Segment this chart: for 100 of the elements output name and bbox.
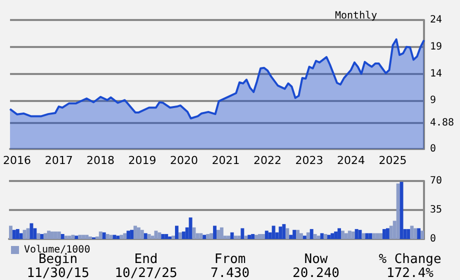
bar bbox=[120, 234, 124, 239]
bar bbox=[178, 232, 182, 239]
bar bbox=[264, 230, 268, 239]
bar bbox=[175, 226, 178, 239]
bar bbox=[188, 217, 192, 239]
text: End bbox=[134, 252, 158, 267]
bar bbox=[351, 232, 355, 239]
bar bbox=[210, 233, 214, 239]
text: 10/27/25 bbox=[114, 266, 178, 280]
bar bbox=[220, 227, 224, 239]
bar bbox=[300, 233, 303, 239]
x-tick-label: 2024 bbox=[336, 154, 365, 167]
bar bbox=[365, 233, 369, 239]
bar bbox=[206, 234, 210, 239]
bar bbox=[182, 232, 186, 239]
bar bbox=[19, 233, 23, 239]
text: Begin bbox=[38, 252, 78, 267]
bar bbox=[410, 226, 414, 239]
y-tick-label: 35 bbox=[430, 204, 442, 216]
text: 20.240 bbox=[292, 266, 340, 280]
y-tick-label: 0 bbox=[430, 234, 436, 244]
bar bbox=[244, 236, 248, 239]
bar bbox=[292, 230, 296, 239]
text: 172.4% bbox=[386, 266, 434, 280]
bar bbox=[334, 232, 338, 239]
bar bbox=[109, 234, 113, 239]
y-tick-label: 19 bbox=[430, 41, 442, 52]
bar bbox=[327, 234, 331, 239]
x-tick-label: 2023 bbox=[295, 154, 324, 167]
bar bbox=[286, 228, 290, 239]
bar bbox=[251, 234, 255, 239]
bar bbox=[134, 226, 137, 239]
bar bbox=[102, 232, 106, 239]
bar bbox=[414, 228, 418, 239]
bar bbox=[330, 233, 334, 239]
bar bbox=[226, 236, 230, 239]
bar bbox=[344, 233, 348, 239]
bar bbox=[386, 228, 390, 239]
bar bbox=[296, 230, 300, 239]
x-tick-label: 2017 bbox=[44, 154, 73, 167]
bar bbox=[199, 233, 203, 239]
bar bbox=[382, 229, 386, 239]
x-tick-label: 2021 bbox=[212, 154, 240, 167]
bar bbox=[396, 183, 400, 239]
bar bbox=[272, 226, 276, 239]
bar bbox=[282, 224, 286, 239]
bar bbox=[320, 233, 324, 239]
bar bbox=[417, 228, 421, 239]
bar bbox=[116, 236, 120, 239]
bar bbox=[362, 233, 366, 239]
text: 7.430 bbox=[210, 266, 250, 280]
x-tick-label: 2016 bbox=[2, 154, 31, 167]
bar bbox=[9, 226, 12, 239]
bar bbox=[44, 233, 48, 239]
bar bbox=[368, 233, 372, 239]
bar bbox=[379, 233, 382, 239]
bar bbox=[420, 230, 424, 239]
bar bbox=[306, 232, 310, 239]
bar bbox=[316, 236, 320, 239]
bar bbox=[22, 230, 26, 239]
bar bbox=[57, 232, 61, 239]
bar bbox=[358, 230, 362, 239]
bar bbox=[158, 232, 162, 239]
bar bbox=[338, 228, 341, 239]
bar bbox=[78, 234, 82, 239]
bar bbox=[354, 229, 358, 239]
bar bbox=[36, 233, 40, 239]
bar bbox=[68, 236, 72, 239]
bar bbox=[261, 234, 265, 239]
bar bbox=[74, 236, 78, 239]
bar bbox=[161, 234, 165, 239]
bar bbox=[98, 232, 102, 239]
bar bbox=[372, 233, 376, 239]
bar bbox=[310, 229, 314, 239]
x-tick-label: 2020 bbox=[170, 154, 198, 167]
bar bbox=[192, 227, 196, 239]
y-tick-label: 9 bbox=[430, 95, 436, 106]
bar bbox=[313, 234, 317, 239]
bar bbox=[130, 230, 134, 239]
bar bbox=[234, 236, 238, 239]
x-tick-label: 2022 bbox=[254, 154, 282, 167]
bar bbox=[140, 230, 144, 239]
bar bbox=[147, 234, 151, 239]
bar bbox=[123, 233, 127, 239]
text: From bbox=[214, 252, 246, 267]
bar bbox=[64, 236, 68, 239]
x-tick-label: 2018 bbox=[86, 154, 115, 167]
bar bbox=[230, 232, 234, 239]
bar bbox=[202, 234, 206, 239]
y-tick-label: 70 bbox=[430, 176, 442, 186]
x-tick-label: 2025 bbox=[378, 154, 407, 167]
bar bbox=[254, 234, 258, 239]
bar bbox=[172, 236, 175, 239]
chart-subtitle: Monthly bbox=[335, 10, 378, 22]
bar bbox=[406, 229, 410, 239]
bar bbox=[144, 233, 148, 239]
y-tick-label: 4.88 bbox=[430, 117, 454, 128]
bar bbox=[126, 230, 130, 239]
text: % Change bbox=[378, 252, 442, 267]
bar bbox=[26, 228, 30, 239]
